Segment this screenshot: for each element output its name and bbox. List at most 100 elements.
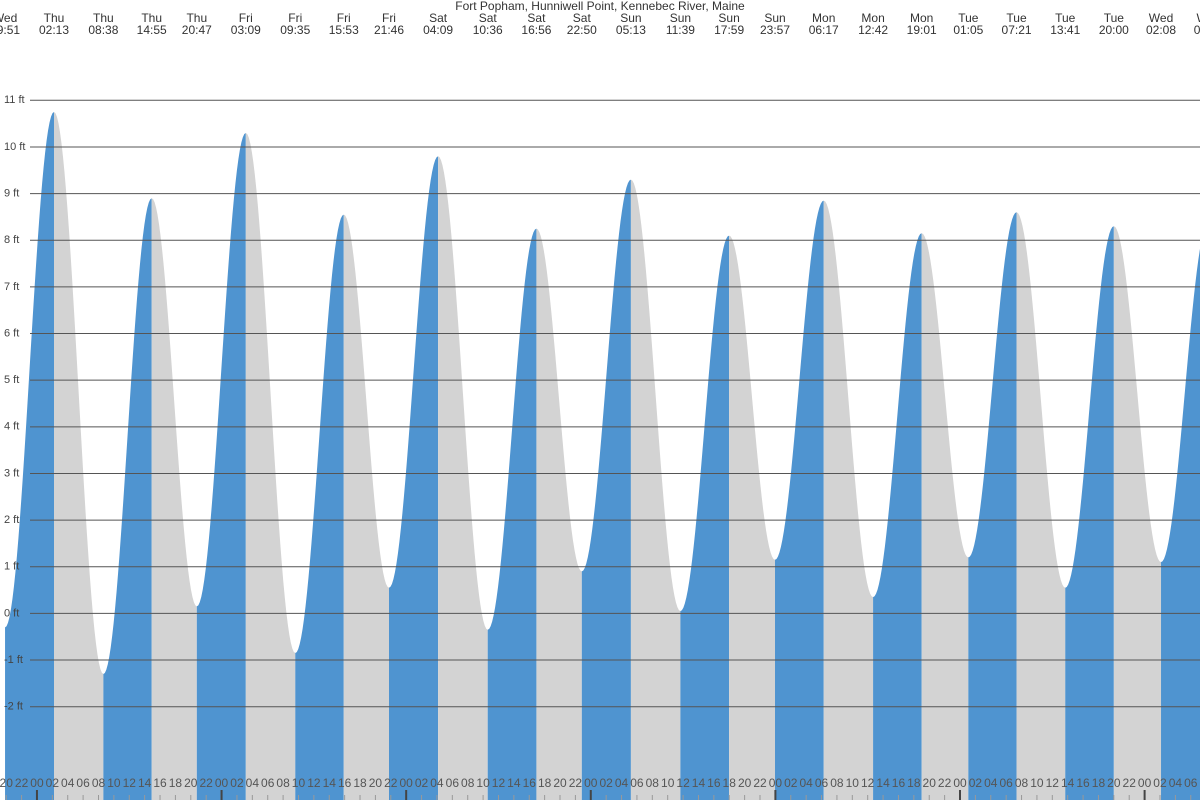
- x-tick-label: 12: [861, 776, 875, 790]
- extreme-day: Sat: [479, 11, 498, 25]
- x-tick-label: 00: [769, 776, 783, 790]
- x-tick-label: 20: [184, 776, 198, 790]
- extreme-time: 04:09: [423, 23, 453, 37]
- y-tick-label: 8 ft: [4, 234, 19, 246]
- y-tick-label: 0 ft: [4, 607, 19, 619]
- x-tick-label: 12: [1046, 776, 1060, 790]
- x-tick-label: 00: [30, 776, 44, 790]
- x-tick-label: 02: [599, 776, 613, 790]
- extreme-day: Fri: [288, 11, 302, 25]
- x-tick-label: 14: [1061, 776, 1075, 790]
- extreme-time: 08:38: [88, 23, 118, 37]
- x-tick-label: 00: [584, 776, 598, 790]
- extreme-day: Sat: [429, 11, 448, 25]
- x-tick-label: 00: [399, 776, 413, 790]
- x-tick-label: 18: [1092, 776, 1106, 790]
- falling-tide: [729, 235, 776, 800]
- extreme-day: Sat: [527, 11, 546, 25]
- extreme-day: Mon: [910, 11, 933, 25]
- y-tick-label: 11 ft: [4, 94, 25, 106]
- extreme-time: 19:01: [907, 23, 937, 37]
- x-tick-label: 06: [999, 776, 1013, 790]
- y-tick-label: 10 ft: [4, 141, 25, 153]
- x-tick-label: 02: [46, 776, 60, 790]
- falling-tide: [438, 156, 488, 800]
- x-tick-label: 20: [369, 776, 383, 790]
- extreme-time: 16:56: [521, 23, 551, 37]
- x-tick-label: 10: [476, 776, 490, 790]
- y-tick-label: 6 ft: [4, 327, 19, 339]
- y-tick-label: 1 ft: [4, 561, 19, 573]
- x-tick-label: 02: [1153, 776, 1167, 790]
- x-tick-label: 04: [1169, 776, 1183, 790]
- x-tick-label: 08: [92, 776, 106, 790]
- extreme-day: Mon: [861, 11, 884, 25]
- rising-tide: [1161, 248, 1200, 800]
- extreme-day: Thu: [186, 11, 207, 25]
- tide-areas: [5, 111, 1200, 800]
- extreme-time: 10:36: [473, 23, 503, 37]
- x-tick-label: 00: [215, 776, 229, 790]
- x-tick-label: 14: [692, 776, 706, 790]
- extreme-time: 03:09: [231, 23, 261, 37]
- x-tick-label: 10: [292, 776, 306, 790]
- extreme-time: 11:39: [666, 23, 695, 37]
- x-tick-label: 18: [169, 776, 183, 790]
- rising-tide: [581, 179, 631, 800]
- x-tick-label: 08: [1015, 776, 1029, 790]
- x-tick-label: 04: [246, 776, 260, 790]
- x-tick-label: 20: [0, 776, 13, 790]
- extreme-day: Tue: [1104, 11, 1125, 25]
- extreme-day: Thu: [93, 11, 114, 25]
- x-tick-label: 22: [1123, 776, 1137, 790]
- extreme-day: Fri: [337, 11, 351, 25]
- x-tick-label: 08: [461, 776, 475, 790]
- x-tick-label: 14: [876, 776, 890, 790]
- x-tick-label: 18: [353, 776, 367, 790]
- x-tick-label: 06: [76, 776, 90, 790]
- x-tick-label: 00: [953, 776, 967, 790]
- x-tick-label: 00: [1138, 776, 1152, 790]
- extreme-day: Sun: [718, 11, 739, 25]
- rising-tide: [103, 198, 152, 800]
- y-tick-label: 4 ft: [4, 421, 19, 433]
- falling-tide: [536, 228, 582, 800]
- rising-tide: [487, 228, 537, 800]
- x-tick-label: 22: [753, 776, 767, 790]
- y-tick-label: 3 ft: [4, 467, 19, 479]
- x-tick-label: 06: [630, 776, 644, 790]
- extreme-day: Thu: [44, 11, 65, 25]
- rising-tide: [196, 132, 246, 800]
- extreme-day: Fri: [239, 11, 253, 25]
- extreme-time: 23:57: [760, 23, 790, 37]
- x-tick-label: 10: [1030, 776, 1044, 790]
- rising-tide: [775, 200, 824, 800]
- rising-tide: [680, 235, 730, 800]
- x-tick-label: 12: [492, 776, 506, 790]
- x-tick-label: 06: [261, 776, 275, 790]
- rising-tide: [1065, 226, 1114, 800]
- x-tick-label: 08: [276, 776, 290, 790]
- extreme-day: Wed: [0, 11, 17, 25]
- x-tick-label: 18: [538, 776, 552, 790]
- extreme-time: 13:41: [1050, 23, 1080, 37]
- x-tick-label: 06: [446, 776, 460, 790]
- labels: -2 ft -1 ft 0 ft 1 ft 2 ft 3 ft 4 ft 5 ft 6 ft 7 …: [0, 11, 1200, 800]
- falling-tide: [151, 198, 197, 800]
- x-tick-label: 10: [107, 776, 121, 790]
- x-tick-label: 12: [307, 776, 321, 790]
- x-tick-label: 16: [1076, 776, 1090, 790]
- falling-tide: [343, 214, 389, 800]
- y-tick-label: 7 ft: [4, 281, 19, 293]
- y-tick-label: -2 ft: [4, 701, 23, 713]
- y-tick-label: 5 ft: [4, 374, 19, 386]
- falling-tide: [245, 132, 296, 800]
- x-tick-label: 10: [846, 776, 860, 790]
- x-tick-label: 22: [938, 776, 952, 790]
- rising-tide: [295, 214, 344, 800]
- extreme-time: 15:53: [329, 23, 359, 37]
- extreme-day: Sun: [670, 11, 691, 25]
- extreme-time: 19:51: [0, 23, 20, 37]
